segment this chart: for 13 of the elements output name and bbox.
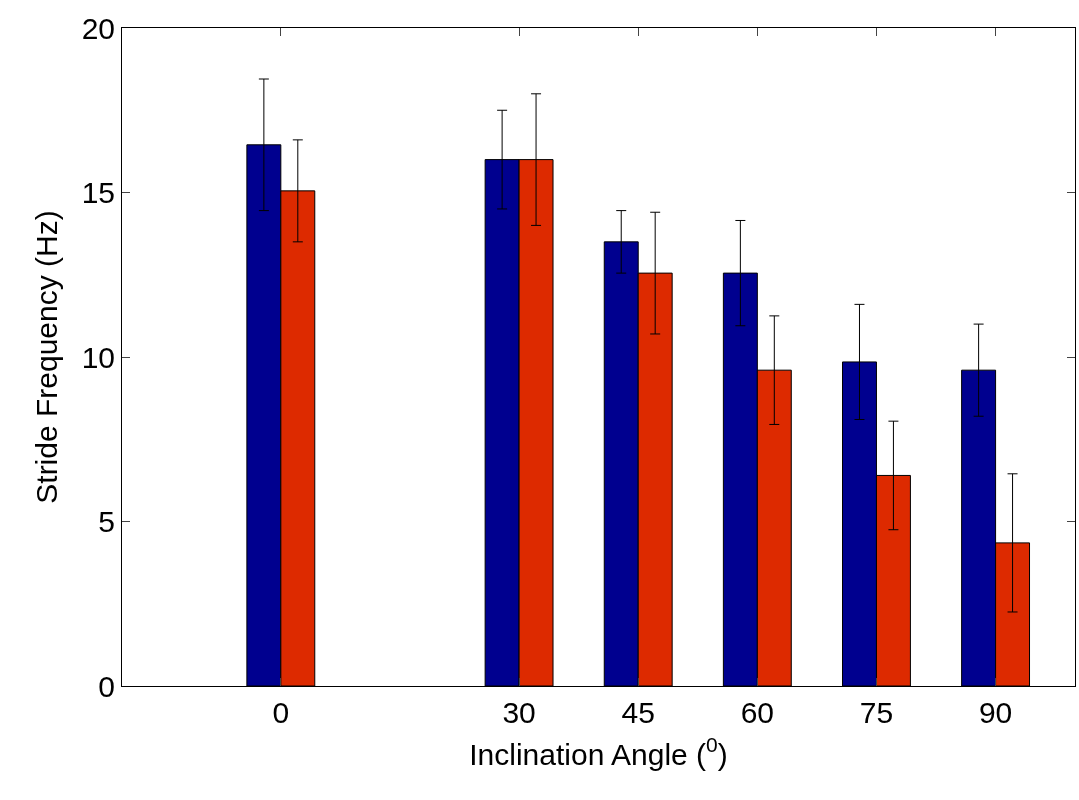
x-tick-label: 90: [978, 696, 1013, 729]
y-tick-label: 0: [98, 669, 115, 703]
x-tick-label: 45: [621, 696, 655, 729]
y-axis-title: Stride Frequency (Hz): [29, 210, 63, 504]
y-tick-label: 15: [81, 176, 115, 209]
y-tick-label: 20: [81, 11, 115, 45]
y-tick-label: 5: [98, 505, 115, 538]
x-tick-label: 75: [859, 696, 894, 729]
x-tick-label: 30: [502, 696, 536, 729]
x-tick-label: 0: [272, 696, 290, 729]
x-tick-label: 60: [740, 696, 775, 729]
y-tick-label: 10: [81, 340, 115, 374]
x-axis-title: Inclination Angle ($^{0}$): [469, 732, 728, 771]
